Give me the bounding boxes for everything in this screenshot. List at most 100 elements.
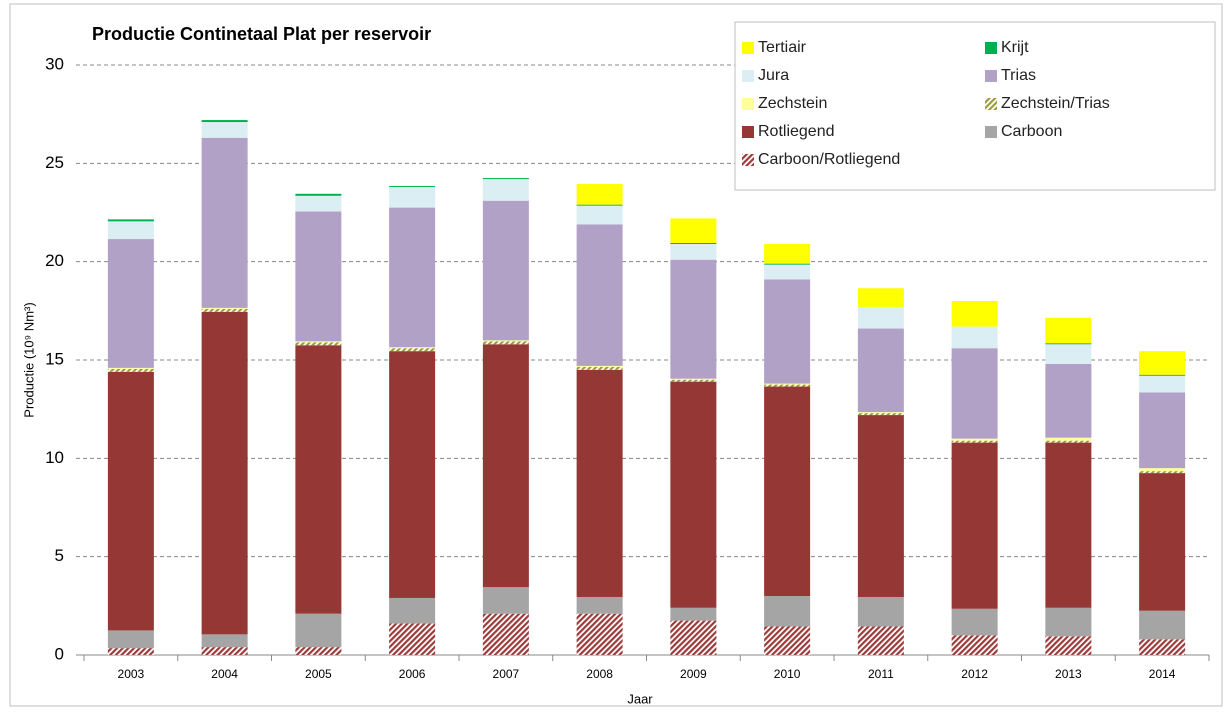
bar-segment bbox=[389, 597, 436, 624]
bar-segment bbox=[576, 596, 623, 614]
bar-segment bbox=[576, 365, 623, 367]
bar-segment bbox=[670, 379, 717, 382]
bar-segment bbox=[670, 242, 717, 244]
chart-title: Productie Continetaal Plat per reservoir bbox=[92, 24, 431, 44]
bar-segment bbox=[576, 183, 623, 205]
bar-segment bbox=[107, 221, 154, 240]
bar-segment bbox=[670, 243, 717, 260]
y-tick-label: 0 bbox=[55, 644, 64, 663]
bar-segment bbox=[764, 596, 811, 627]
bar-segment bbox=[201, 647, 248, 655]
legend-swatch bbox=[742, 70, 754, 82]
bar-segment bbox=[1045, 317, 1092, 344]
x-tick-label: 2003 bbox=[118, 667, 145, 681]
bar-segment bbox=[764, 264, 811, 280]
bar-segment bbox=[389, 623, 436, 655]
bar-segment bbox=[107, 219, 154, 222]
bar-segment bbox=[951, 442, 998, 609]
legend-swatch bbox=[985, 98, 997, 110]
bar-segment bbox=[857, 412, 904, 414]
bar-segment bbox=[857, 306, 904, 329]
bar-segment bbox=[482, 587, 529, 614]
bar-segment bbox=[857, 415, 904, 597]
bar-segment bbox=[295, 211, 342, 342]
bar-segment bbox=[107, 367, 154, 369]
bar-segment bbox=[670, 620, 717, 655]
legend-swatch bbox=[985, 126, 997, 138]
bar-segment bbox=[389, 347, 436, 349]
y-tick-label: 5 bbox=[55, 546, 64, 565]
bar-segment bbox=[764, 383, 811, 385]
legend-label: Carboon/Rotliegend bbox=[758, 151, 900, 168]
bar-segment bbox=[857, 626, 904, 655]
legend-label: Rotliegend bbox=[758, 123, 835, 140]
bar-segment bbox=[1139, 375, 1186, 393]
bar-segment bbox=[389, 185, 436, 187]
bar-segment bbox=[1139, 351, 1186, 375]
legend-label: Trias bbox=[1001, 67, 1036, 84]
bar-segment bbox=[201, 308, 248, 312]
bar-segment bbox=[295, 342, 342, 346]
bar-segment bbox=[1139, 374, 1186, 376]
bar-segment bbox=[389, 186, 436, 208]
bar-segment bbox=[482, 341, 529, 345]
bar-segment bbox=[1139, 639, 1186, 655]
bar-segment bbox=[576, 204, 623, 206]
bar-segment bbox=[295, 647, 342, 655]
x-tick-label: 2005 bbox=[305, 667, 332, 681]
bar-segment bbox=[670, 378, 717, 380]
legend-swatch bbox=[985, 42, 997, 54]
bar-segment bbox=[576, 366, 623, 370]
bar-segment bbox=[1139, 471, 1186, 474]
bar-segment bbox=[389, 348, 436, 352]
bar-segment bbox=[951, 608, 998, 636]
legend-label: Carboon bbox=[1001, 123, 1062, 140]
bar-segment bbox=[1139, 610, 1186, 640]
bar-segment bbox=[576, 205, 623, 225]
bar-segment bbox=[764, 626, 811, 655]
legend-label: Tertiair bbox=[758, 39, 807, 56]
y-tick-label: 25 bbox=[45, 153, 64, 172]
bar-segment bbox=[764, 279, 811, 384]
bar-segment bbox=[951, 326, 998, 349]
bar-segment bbox=[857, 288, 904, 307]
y-tick-label: 30 bbox=[45, 54, 64, 73]
bar-segment bbox=[201, 120, 248, 123]
bar-segment bbox=[107, 368, 154, 372]
bar-segment bbox=[482, 340, 529, 342]
y-tick-label: 10 bbox=[45, 448, 64, 467]
bar-segment bbox=[1045, 344, 1092, 364]
x-tick-label: 2013 bbox=[1055, 667, 1082, 681]
bar-segment bbox=[1045, 442, 1092, 608]
bar-segment bbox=[1139, 468, 1186, 472]
bar-segment bbox=[107, 648, 154, 655]
bar-segment bbox=[389, 207, 436, 348]
bar-segment bbox=[295, 345, 342, 614]
legend-swatch bbox=[985, 70, 997, 82]
bar-segment bbox=[1045, 343, 1092, 345]
bar-segment bbox=[107, 371, 154, 631]
bar-segment bbox=[857, 596, 904, 627]
bar-segment bbox=[107, 630, 154, 649]
bar-segment bbox=[295, 341, 342, 343]
bar-segment bbox=[482, 613, 529, 655]
bar-segment bbox=[670, 259, 717, 379]
bar-segment bbox=[576, 369, 623, 597]
bar-segment bbox=[1045, 437, 1092, 441]
y-axis-label: Productie (10⁹ Nm³) bbox=[21, 302, 36, 417]
legend-label: Krijt bbox=[1001, 39, 1029, 56]
bar-segment bbox=[764, 243, 811, 264]
legend-swatch bbox=[742, 154, 754, 166]
bar-segment bbox=[201, 634, 248, 648]
bar-segment bbox=[951, 438, 998, 441]
x-axis-label: Jaar bbox=[627, 691, 653, 706]
bar-segment bbox=[1045, 440, 1092, 443]
bar-segment bbox=[1045, 607, 1092, 637]
bar-segment bbox=[295, 193, 342, 196]
legend-swatch bbox=[742, 126, 754, 138]
bar-segment bbox=[857, 413, 904, 416]
x-tick-label: 2011 bbox=[868, 667, 894, 681]
legend-box bbox=[734, 21, 1216, 191]
bar-segment bbox=[764, 263, 811, 265]
